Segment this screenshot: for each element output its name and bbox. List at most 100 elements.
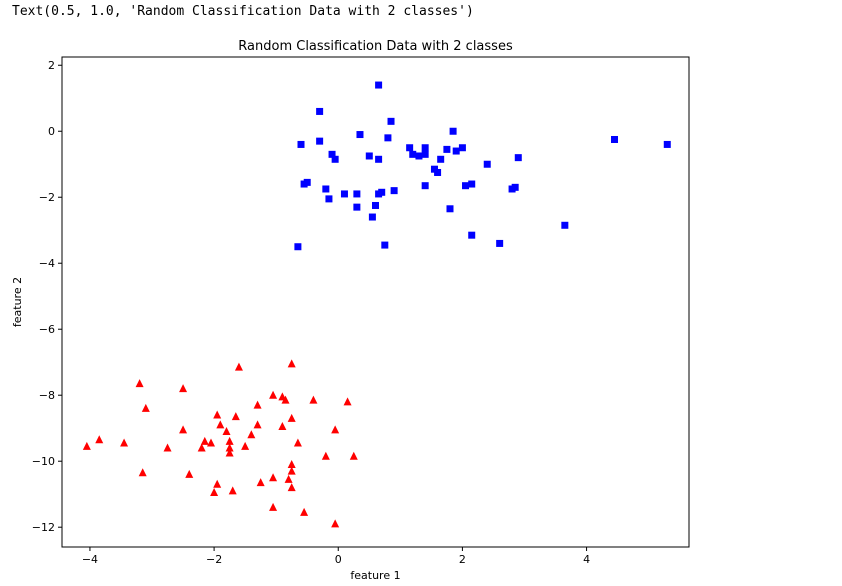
triangle-point-21 [200,436,209,445]
square-point-41 [468,180,476,188]
square-point-19 [437,155,445,163]
triangle-point-13 [287,413,296,422]
triangle-point-27 [225,443,234,452]
y-tick-label: −10 [32,455,55,468]
square-point-28 [303,178,311,186]
x-axis: −4 −2 0 2 4 [82,547,590,566]
x-tick-label: 4 [583,553,590,566]
triangle-point-44 [228,486,237,495]
cell-output-text: Text(0.5, 1.0, 'Random Classification Da… [12,4,474,19]
square-point-47 [561,221,569,229]
square-point-22 [458,144,466,152]
y-tick-label: 2 [48,59,55,72]
triangle-point-24 [225,436,234,445]
triangle-point-11 [231,412,240,421]
square-point-9 [316,137,324,145]
square-point-23 [483,160,491,168]
triangle-point-14 [216,420,225,429]
points-layer [82,81,671,528]
square-point-39 [421,182,429,190]
triangle-point-9 [343,397,352,406]
square-point-10 [328,150,336,158]
square-point-32 [353,190,361,198]
square-point-30 [325,195,333,203]
triangle-point-23 [197,443,206,452]
square-point-43 [511,183,519,191]
square-point-0 [375,81,383,89]
square-point-2 [387,117,395,125]
square-point-49 [381,241,389,249]
square-point-24 [514,154,522,162]
square-point-20 [443,145,451,153]
triangle-point-29 [163,443,172,452]
triangle-point-46 [269,502,278,511]
triangle-point-7 [281,395,290,404]
triangle-point-4 [141,403,150,412]
square-point-16 [415,152,423,160]
triangle-point-3 [179,384,188,393]
triangle-point-0 [287,359,296,368]
square-point-1 [316,107,324,115]
y-tick-label: −12 [32,521,55,534]
triangle-point-22 [206,438,215,447]
square-point-26 [434,168,442,176]
triangle-point-20 [179,425,188,434]
square-point-29 [322,185,330,193]
triangle-point-18 [247,430,256,439]
y-axis-label: feature 2 [11,277,24,327]
triangle-point-28 [225,448,234,457]
triangle-point-8 [309,395,318,404]
triangle-point-19 [331,425,340,434]
square-point-45 [468,231,476,239]
square-point-38 [390,187,398,195]
square-point-7 [663,140,671,148]
square-point-18 [421,150,429,158]
triangle-point-35 [321,451,330,460]
square-point-21 [452,147,460,155]
triangle-point-12 [213,410,222,419]
square-point-31 [340,190,348,198]
y-tick-label: 0 [48,125,55,138]
triangle-point-34 [287,466,296,475]
square-point-12 [365,152,373,160]
y-axis: 2 0 −2 −4 −6 −8 −10 −12 [32,59,62,534]
triangle-point-5 [269,390,278,399]
triangle-point-2 [135,379,144,388]
x-axis-label: feature 1 [350,569,400,582]
square-point-35 [372,201,379,209]
x-tick-label: 0 [335,553,342,566]
triangle-point-1 [234,362,243,371]
y-tick-label: −8 [39,389,55,402]
square-point-17 [421,144,429,152]
square-point-14 [406,144,414,152]
triangle-point-39 [269,473,278,482]
triangle-point-37 [138,468,147,477]
triangle-point-31 [95,435,104,444]
triangle-point-33 [287,460,296,469]
triangle-point-45 [287,483,296,492]
triangle-point-40 [256,478,265,487]
triangle-point-41 [284,474,293,483]
triangle-point-15 [253,420,262,429]
square-point-4 [384,134,392,142]
y-tick-label: −2 [39,191,55,204]
square-point-37 [378,188,386,196]
square-point-34 [368,213,376,221]
triangle-point-25 [241,441,250,450]
triangle-point-38 [185,469,194,478]
triangle-point-32 [82,441,91,450]
square-point-6 [611,135,619,143]
square-point-48 [294,243,302,251]
square-point-33 [353,203,361,211]
triangle-point-36 [349,451,358,460]
y-tick-label: −4 [39,257,55,270]
triangle-point-26 [293,438,302,447]
square-point-13 [375,155,383,163]
x-tick-label: 2 [459,553,466,566]
triangle-point-42 [213,479,222,488]
square-point-46 [496,239,504,247]
triangle-point-43 [210,488,219,497]
triangle-point-10 [253,400,262,409]
triangle-point-16 [278,422,287,431]
